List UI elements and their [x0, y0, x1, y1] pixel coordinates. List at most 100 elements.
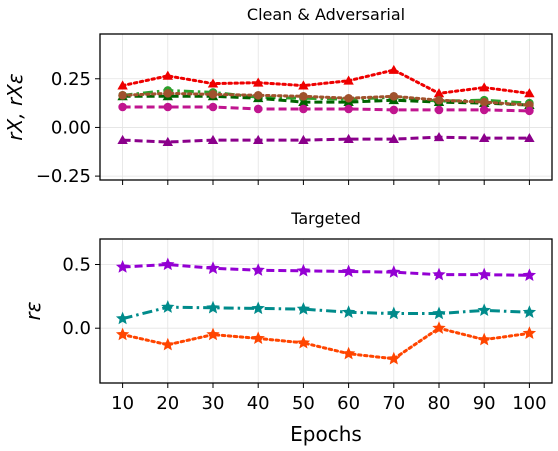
data-point-circle — [434, 95, 444, 105]
data-point-star — [251, 301, 265, 315]
ticks-top: −0.25 0.00 0.25 — [36, 69, 530, 187]
data-point-circle — [163, 102, 173, 112]
series-top — [117, 64, 535, 146]
data-point-circle — [344, 93, 353, 103]
data-point-star — [341, 264, 356, 278]
data-point-triangle — [479, 82, 490, 92]
series-line-2 — [122, 94, 530, 107]
data-point-star — [522, 326, 537, 339]
series-line-5 — [122, 135, 530, 144]
data-point-triangle — [253, 77, 264, 87]
y-axis-label-bottom: rε — [21, 301, 45, 320]
plot-frame-top — [99, 33, 553, 181]
data-point-star — [341, 305, 356, 318]
y-tick-label: 0.25 — [51, 69, 91, 90]
data-point-triangle — [207, 134, 219, 144]
data-point-circle — [479, 105, 489, 115]
panel-targeted: Targeted rε 10 20 30 40 50 60 70 80 90 1000.00.5 … — [21, 209, 553, 446]
data-point-circle — [253, 91, 263, 100]
data-point-star — [206, 327, 220, 341]
data-point-triangle — [253, 134, 264, 144]
series-line-4 — [122, 105, 530, 113]
data-point-circle — [253, 104, 263, 114]
data-point-triangle — [433, 88, 445, 98]
x-tick-label: 40 — [247, 393, 270, 414]
x-tick-label: 30 — [202, 393, 225, 414]
data-point-star — [161, 337, 175, 351]
x-tick-label: 60 — [337, 393, 360, 414]
series-line-1 — [122, 305, 530, 321]
data-point-star — [477, 303, 491, 317]
data-point-triangle — [298, 80, 309, 90]
data-point-circle — [208, 102, 218, 112]
data-point-triangle — [207, 78, 219, 88]
data-point-star — [341, 346, 356, 360]
data-point-circle — [118, 102, 127, 112]
data-point-star — [206, 261, 220, 274]
y-tick-label: 0.00 — [51, 117, 91, 138]
data-point-star — [432, 267, 446, 281]
data-point-star — [206, 300, 220, 314]
data-point-triangle — [524, 132, 535, 143]
y-tick-label: −0.25 — [36, 166, 91, 187]
data-point-triangle — [433, 131, 445, 142]
data-point-star — [387, 265, 401, 278]
data-point-star — [251, 331, 265, 345]
series-line-1 — [122, 88, 530, 105]
data-point-circle — [389, 105, 399, 115]
y-axis-label-top: rX, rXε — [3, 73, 27, 141]
data-point-triangle — [343, 133, 354, 144]
data-point-circle — [299, 91, 308, 101]
data-point-triangle — [524, 88, 535, 98]
data-point-star — [387, 306, 401, 320]
panel-title-clean-adversarial: Clean & Adversarial — [247, 5, 405, 24]
data-point-triangle — [162, 136, 173, 146]
panel-clean-adversarial: Clean & Adversarial rX, rXε −0.25 0.00 0.2… — [3, 5, 553, 187]
data-point-star — [161, 300, 175, 313]
data-point-circle — [299, 104, 308, 114]
data-point-triangle — [162, 70, 173, 80]
data-point-circle — [479, 97, 489, 107]
ticks-bottom: 10 20 30 40 50 60 70 80 90 100 0.0 0.5 — [62, 254, 546, 414]
data-point-circle — [118, 91, 127, 100]
y-tick-label: 0.0 — [62, 318, 91, 339]
data-point-triangle — [479, 132, 490, 143]
x-tick-label: 80 — [428, 393, 451, 414]
series-line-2 — [121, 326, 531, 361]
data-point-circle — [208, 90, 218, 99]
data-point-star — [477, 332, 491, 346]
data-point-circle — [434, 105, 444, 115]
data-point-triangle — [388, 64, 399, 74]
data-point-star — [387, 351, 401, 365]
data-point-circle — [344, 104, 353, 114]
data-point-triangle — [298, 96, 309, 107]
x-tick-label: 70 — [382, 393, 405, 414]
x-tick-label: 100 — [512, 393, 546, 414]
data-point-circle — [525, 106, 534, 116]
data-point-triangle — [343, 75, 354, 85]
series-bottom — [115, 257, 537, 365]
data-point-star — [251, 263, 265, 276]
series-line-0 — [122, 262, 530, 277]
plot-frame-bottom — [99, 238, 553, 384]
data-point-star — [522, 305, 537, 318]
data-point-star — [432, 321, 446, 334]
data-point-star — [522, 268, 537, 281]
data-point-star — [161, 257, 175, 271]
data-point-triangle — [298, 134, 309, 144]
data-point-circle — [163, 89, 173, 98]
data-point-star — [115, 327, 130, 341]
data-point-star — [477, 267, 491, 281]
series-line-3 — [121, 91, 531, 107]
data-point-star — [296, 302, 311, 315]
y-tick-label: 0.5 — [62, 254, 91, 275]
x-tick-label: 90 — [473, 393, 496, 414]
x-axis-label: Epochs — [290, 422, 362, 446]
series-line-0 — [121, 68, 531, 95]
x-tick-label: 50 — [292, 393, 315, 414]
data-point-triangle — [117, 80, 128, 90]
data-point-star — [115, 260, 130, 273]
data-point-triangle — [117, 134, 128, 144]
panel-title-targeted: Targeted — [290, 209, 361, 228]
